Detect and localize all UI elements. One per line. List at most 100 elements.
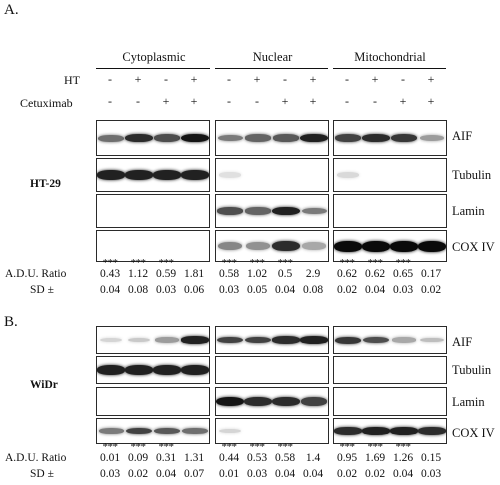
band-a-aif-g1-l4 [181, 133, 209, 143]
significance-panela-g1-l2: *** [130, 257, 147, 269]
adu_values-panela-g2-l2: 1.02 [246, 268, 268, 280]
blot-b-aif-g3 [333, 326, 447, 354]
cetuximab-sign-g2-l3: + [281, 94, 289, 108]
cetuximab-sign-g2-l1: - [227, 94, 231, 108]
band-b-aif-g1-l4 [181, 336, 209, 344]
sd_values-panelb-g2-l4: 0.04 [302, 468, 324, 480]
band-a-lamin-g2-l3 [272, 206, 300, 216]
band-b-tubulin-g1-l1 [97, 365, 125, 375]
blot-a-lamin-g3 [333, 194, 447, 228]
significance-panela-g3-l3: *** [395, 257, 412, 269]
band-a-tubulin-g3-l1 [336, 172, 360, 178]
band-b-aif-g2-l1 [216, 336, 244, 344]
band-b-aif-g3-l1 [334, 336, 362, 344]
blot-b-coxiv-g3 [333, 418, 447, 444]
blot-label-lamin-b: Lamin [452, 395, 485, 409]
blot-b-coxiv-g1 [96, 418, 210, 444]
band-b-aif-g2-l4 [300, 336, 328, 344]
cetuximab-sign-g1-l4: + [190, 94, 198, 108]
band-a-aif-g3-l2 [362, 133, 390, 143]
adu_values-panelb-g3-l4: 0.15 [420, 452, 442, 464]
sd_values-panelb-g1-l2: 0.02 [127, 468, 149, 480]
adu_values-panela-g3-l4: 0.17 [420, 268, 442, 280]
sd_values-panelb-g2-l2: 0.03 [246, 468, 268, 480]
sd_values-panelb-g3-l4: 0.03 [420, 468, 442, 480]
blot-label-tubulin-b: Tubulin [452, 363, 492, 377]
ht-sign-g3-l1: - [345, 72, 349, 86]
band-a-coxiv-g3-l2 [362, 240, 390, 252]
band-a-coxiv-g2-l1 [217, 241, 243, 251]
significance-panela-g1-l1: *** [102, 257, 119, 269]
significance-panela-g3-l1: *** [339, 257, 356, 269]
panel-a-letter: A. [4, 2, 19, 18]
band-b-lamin-g2-l1 [216, 396, 244, 407]
adu_values-panela-g3-l2: 0.62 [364, 268, 386, 280]
band-a-lamin-g2-l1 [216, 207, 244, 215]
adu_values-panela-g2-l1: 0.58 [218, 268, 240, 280]
adu_values-panela-g3-l3: 0.65 [392, 268, 414, 280]
blot-label-aif-b: AIF [452, 335, 473, 349]
adu_values-panela-g1-l3: 0.59 [155, 268, 177, 280]
adu_values-panela-g1-l1: 0.43 [99, 268, 121, 280]
adu_values-panela-g1-l4: 1.81 [183, 268, 205, 280]
blot-label-aif-a: AIF [452, 129, 473, 143]
band-b-aif-g3-l3 [392, 337, 416, 343]
adu_values-panelb-g2-l2: 0.53 [246, 452, 268, 464]
band-a-aif-g3-l1 [334, 134, 362, 142]
sd_values-panelb-g1-l3: 0.04 [155, 468, 177, 480]
cetuximab-sign-g1-l3: + [162, 94, 170, 108]
band-b-coxiv-g2-l1 [218, 428, 242, 434]
band-b-coxiv-g1-l1 [98, 428, 124, 434]
blot-b-lamin-g1 [96, 387, 210, 416]
band-a-aif-g2-l3 [273, 134, 299, 142]
row-label-ht: HT [64, 73, 80, 87]
sd_values-panela-g1-l1: 0.04 [99, 284, 121, 296]
significance-panelb-g3-l1: *** [339, 441, 356, 453]
sd_values-panelb-g2-l3: 0.04 [274, 468, 296, 480]
sd_values-panela-g3-l1: 0.02 [336, 284, 358, 296]
ht-sign-g3-l3: - [401, 72, 405, 86]
band-a-tubulin-g1-l2 [125, 170, 153, 180]
sd-label-a: SD ± [30, 284, 54, 296]
significance-panela-g3-l2: *** [367, 257, 384, 269]
cetuximab-sign-g3-l3: + [399, 94, 407, 108]
band-b-aif-g2-l3 [272, 336, 300, 344]
adu_values-panelb-g2-l1: 0.44 [218, 452, 240, 464]
blot-a-lamin-g2 [215, 194, 329, 228]
adu-ratio-label-b: A.D.U. Ratio [5, 452, 67, 464]
band-b-tubulin-g1-l2 [125, 365, 153, 375]
adu_values-panela-g2-l3: 0.5 [277, 268, 293, 280]
band-b-lamin-g2-l3 [272, 396, 300, 407]
band-b-lamin-g2-l4 [300, 397, 328, 406]
panel-b-letter: B. [4, 314, 18, 330]
adu-ratio-label-a: A.D.U. Ratio [5, 268, 67, 280]
blot-b-coxiv-g2 [215, 418, 329, 444]
significance-panelb-g1-l1: *** [102, 441, 119, 453]
group-header-cytoplasmic: Cytoplasmic [122, 50, 186, 64]
blot-a-coxiv-g2 [215, 230, 329, 262]
sd-label-b: SD ± [30, 468, 54, 480]
significance-panelb-g2-l2: *** [249, 441, 266, 453]
band-a-aif-g3-l4 [419, 134, 445, 142]
ht-sign-g2-l3: - [283, 72, 287, 86]
significance-panelb-g1-l2: *** [130, 441, 147, 453]
significance-panelb-g1-l3: *** [158, 441, 175, 453]
significance-panela-g2-l3: *** [277, 257, 294, 269]
blot-label-coxiv-a: COX IV [452, 240, 495, 254]
group-header-nuclear: Nuclear [252, 50, 293, 64]
significance-panelb-g3-l3: *** [395, 441, 412, 453]
cell-line-label-ht29: HT-29 [30, 178, 61, 190]
band-b-aif-g1-l2 [127, 337, 151, 343]
sd_values-panela-g3-l4: 0.02 [420, 284, 442, 296]
band-a-aif-g2-l1 [217, 134, 243, 142]
cetuximab-sign-g3-l1: - [345, 94, 349, 108]
blot-a-tubulin-g1 [96, 158, 210, 192]
adu_values-panelb-g1-l2: 0.09 [127, 452, 149, 464]
band-a-aif-g2-l4 [300, 133, 328, 143]
ht-sign-g2-l2: + [253, 72, 261, 86]
adu_values-panelb-g3-l3: 1.26 [392, 452, 414, 464]
cetuximab-sign-g1-l1: - [108, 94, 112, 108]
blot-b-aif-g1 [96, 326, 210, 354]
significance-panelb-g2-l1: *** [221, 441, 238, 453]
band-b-aif-g3-l4 [420, 337, 444, 343]
